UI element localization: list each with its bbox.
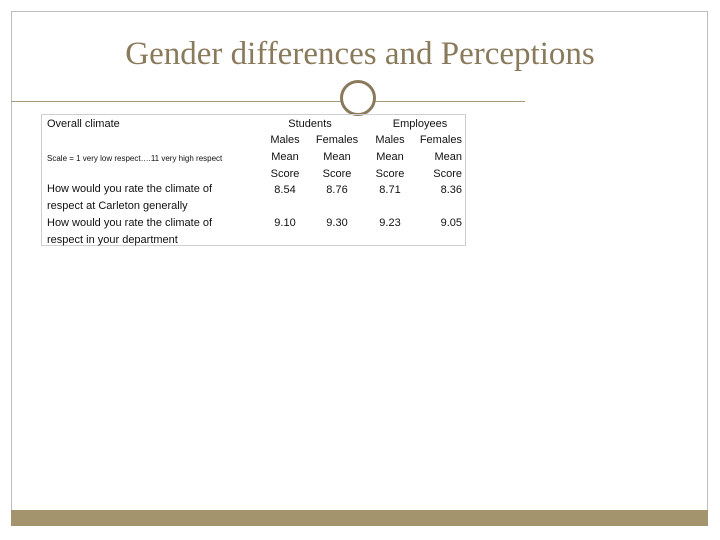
subheader-students-females: Females	[315, 134, 359, 146]
metric-score-1: Score	[270, 168, 300, 180]
row-2-question-line-2: respect in your department	[47, 234, 178, 246]
footer-bar	[11, 510, 708, 526]
row-2-employees-males: 9.23	[379, 217, 401, 229]
row-1-question-line-1: How would you rate the climate of	[47, 183, 213, 195]
row-2-students-males: 9.10	[274, 217, 296, 229]
row-2-employees-females: 9.05	[440, 217, 462, 229]
table-heading: Overall climate	[47, 118, 120, 130]
title-divider	[11, 101, 525, 102]
subheader-employees-females: Females	[419, 134, 462, 146]
metric-score-3: Score	[375, 168, 405, 180]
group-header-students: Students	[288, 118, 332, 130]
metric-mean-1: Mean	[271, 151, 299, 163]
row-1-employees-males: 8.71	[379, 184, 401, 196]
subheader-employees-males: Males	[375, 134, 405, 146]
row-2-students-females: 9.30	[326, 217, 348, 229]
row-1-question-line-2: respect at Carleton generally	[47, 200, 188, 212]
metric-mean-3: Mean	[376, 151, 404, 163]
slide-title: Gender differences and Perceptions	[125, 36, 595, 72]
survey-table: Overall climate Scale = 1 very low respe…	[41, 114, 466, 246]
scale-note: Scale = 1 very low respect….11 very high…	[47, 154, 223, 163]
row-1-employees-females: 8.36	[440, 184, 462, 196]
metric-score-2: Score	[322, 168, 352, 180]
row-1-students-males: 8.54	[274, 184, 296, 196]
group-header-employees: Employees	[392, 118, 448, 130]
metric-mean-4: Mean	[434, 151, 462, 163]
row-1-students-females: 8.76	[326, 184, 348, 196]
metric-mean-2: Mean	[323, 151, 351, 163]
divider-circle-ornament	[340, 80, 376, 116]
subheader-students-males: Males	[270, 134, 300, 146]
row-2-question-line-1: How would you rate the climate of	[47, 217, 213, 229]
metric-score-4: Score	[433, 168, 462, 180]
